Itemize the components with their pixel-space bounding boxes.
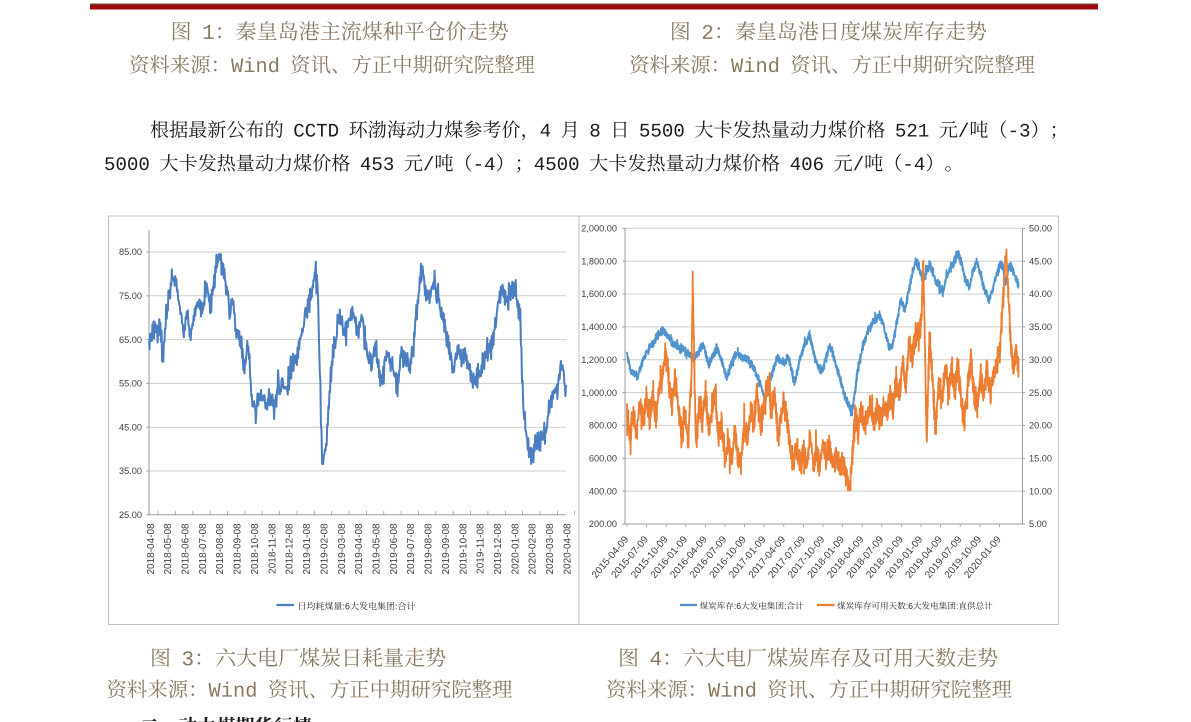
svg-text:15.00: 15.00 — [1029, 453, 1052, 463]
svg-text:30.00: 30.00 — [1029, 355, 1052, 365]
svg-text:2019-02-08: 2019-02-08 — [319, 523, 330, 575]
svg-text:35.00: 35.00 — [119, 466, 142, 476]
svg-text:50.00: 50.00 — [1029, 224, 1052, 234]
svg-text:5.00: 5.00 — [1029, 519, 1047, 529]
svg-text:65.00: 65.00 — [119, 335, 142, 345]
svg-text:2020-02-08: 2020-02-08 — [528, 523, 539, 575]
svg-text:25.00: 25.00 — [1029, 388, 1052, 398]
svg-text:85.00: 85.00 — [119, 247, 142, 257]
svg-text:2018-11-08: 2018-11-08 — [267, 523, 278, 574]
svg-text:2020-03-08: 2020-03-08 — [545, 523, 556, 575]
svg-text:2019-09-08: 2019-09-08 — [441, 523, 452, 575]
svg-text:1,400.00: 1,400.00 — [581, 322, 617, 332]
svg-text:600.00: 600.00 — [589, 453, 617, 463]
svg-text:1,600.00: 1,600.00 — [581, 289, 617, 299]
svg-text:2019-11-08: 2019-11-08 — [476, 523, 487, 574]
svg-text:2020-04-08: 2020-04-08 — [562, 523, 573, 575]
svg-text:40.00: 40.00 — [1029, 289, 1052, 299]
svg-text:2018-08-08: 2018-08-08 — [215, 523, 226, 575]
svg-text:55.00: 55.00 — [119, 379, 142, 389]
svg-text:2019-01-08: 2019-01-08 — [302, 523, 313, 575]
svg-text:2018-07-08: 2018-07-08 — [198, 523, 209, 575]
svg-text:2019-03-08: 2019-03-08 — [337, 523, 348, 575]
svg-text:20.00: 20.00 — [1029, 421, 1052, 431]
svg-text:2018-05-08: 2018-05-08 — [163, 523, 174, 575]
svg-text:35.00: 35.00 — [1029, 322, 1052, 332]
svg-text:2019-08-08: 2019-08-08 — [424, 523, 435, 575]
svg-text:75.00: 75.00 — [119, 291, 142, 301]
svg-text:2019-05-08: 2019-05-08 — [372, 523, 383, 575]
svg-text:45.00: 45.00 — [119, 422, 142, 432]
svg-text:2018-10-08: 2018-10-08 — [250, 523, 261, 575]
svg-text:2020-01-08: 2020-01-08 — [510, 523, 521, 575]
svg-text:25.00: 25.00 — [119, 510, 142, 520]
svg-text:2,000.00: 2,000.00 — [581, 224, 617, 234]
svg-text:2019-12-08: 2019-12-08 — [493, 523, 504, 575]
svg-text:2019-10-08: 2019-10-08 — [458, 523, 469, 575]
svg-text:2019-04-08: 2019-04-08 — [354, 523, 365, 575]
svg-text:200.00: 200.00 — [589, 519, 617, 529]
svg-text:2019-06-08: 2019-06-08 — [389, 523, 400, 575]
svg-text:10.00: 10.00 — [1029, 486, 1052, 496]
svg-text:800.00: 800.00 — [589, 421, 617, 431]
svg-text:2018-12-08: 2018-12-08 — [285, 523, 296, 575]
svg-text:2018-04-08: 2018-04-08 — [146, 523, 157, 575]
svg-text:1,000.00: 1,000.00 — [581, 388, 617, 398]
svg-text:1,200.00: 1,200.00 — [581, 355, 617, 365]
svg-text:400.00: 400.00 — [589, 486, 617, 496]
svg-text:2018-09-08: 2018-09-08 — [233, 523, 244, 575]
svg-text:2019-07-08: 2019-07-08 — [406, 523, 417, 575]
svg-text:1,800.00: 1,800.00 — [581, 256, 617, 266]
svg-text:2018-06-08: 2018-06-08 — [181, 523, 192, 575]
svg-text:45.00: 45.00 — [1029, 256, 1052, 266]
